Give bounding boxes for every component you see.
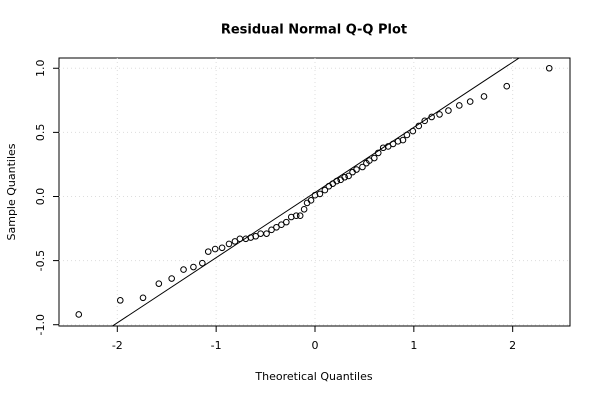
point (180, 266, 187, 273)
point (333, 177, 341, 185)
y-tick-label: 0.0 (34, 188, 47, 206)
point (503, 82, 511, 90)
point (307, 197, 315, 204)
point (257, 230, 264, 237)
point (341, 173, 348, 181)
point (428, 113, 435, 121)
point (168, 275, 175, 282)
point (321, 186, 329, 194)
point (366, 157, 373, 164)
point (436, 111, 443, 118)
point (225, 240, 233, 248)
x-tick-label: 0 (311, 339, 318, 352)
point (359, 163, 366, 171)
y-axis-label: Sample Quantiles (5, 143, 18, 240)
point (353, 166, 360, 173)
x-tick-label: -1 (211, 339, 222, 352)
point (116, 297, 124, 304)
point (75, 311, 83, 318)
point (466, 98, 474, 105)
point (268, 226, 275, 234)
point (445, 107, 452, 114)
y-tick-label: 0.5 (34, 124, 47, 142)
point (199, 259, 206, 267)
y-tick-label: -1.0 (34, 314, 47, 335)
x-tick-label: -2 (112, 339, 123, 352)
point (204, 248, 212, 255)
x-tick-label: 2 (509, 339, 516, 352)
point (403, 131, 411, 139)
point (545, 64, 553, 72)
point (409, 127, 417, 135)
point (190, 263, 197, 271)
point (252, 232, 259, 240)
point (384, 143, 392, 150)
point (296, 212, 304, 220)
x-axis-label: Theoretical Quantiles (254, 370, 372, 383)
point (139, 294, 147, 302)
point (236, 235, 244, 243)
point (218, 244, 226, 252)
chart-title: Residual Normal Q-Q Plot (221, 23, 407, 38)
point (155, 280, 163, 287)
point (273, 223, 280, 231)
y-tick-label: -0.5 (34, 250, 47, 271)
point (455, 102, 463, 109)
point (278, 221, 285, 228)
point (345, 172, 352, 180)
point (292, 212, 300, 220)
y-tick-label: 1.0 (34, 60, 47, 78)
point (263, 230, 270, 237)
point (283, 218, 290, 226)
point (415, 122, 423, 130)
point (480, 93, 488, 100)
point (370, 154, 378, 162)
point (316, 190, 324, 198)
x-tick-label: 1 (410, 339, 417, 352)
point (211, 245, 219, 253)
point (421, 117, 429, 125)
point (399, 136, 407, 144)
point (231, 238, 239, 245)
point (300, 206, 308, 213)
point (374, 149, 382, 157)
point (389, 140, 397, 148)
